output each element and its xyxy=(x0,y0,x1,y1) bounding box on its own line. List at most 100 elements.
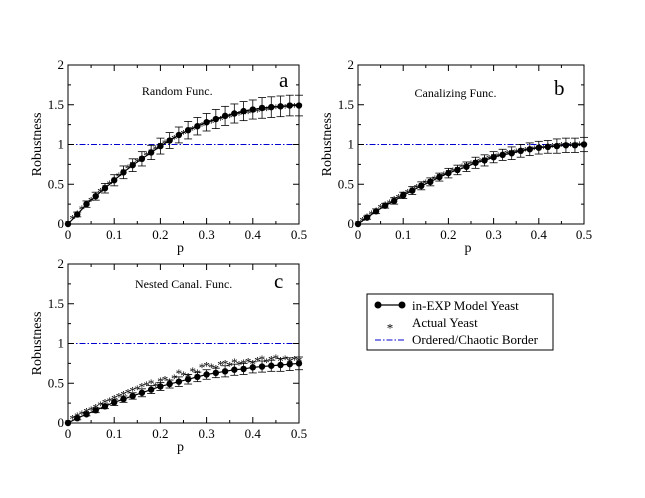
actual-point: * xyxy=(450,164,457,179)
model-point xyxy=(64,419,72,427)
x-tick-label-b: 0.5 xyxy=(576,227,592,242)
model-point xyxy=(286,102,293,109)
model-points-a xyxy=(64,102,303,228)
actual-point: * xyxy=(125,385,132,400)
x-tick-label-b: 0.4 xyxy=(531,227,548,242)
actual-point: * xyxy=(153,142,160,157)
actual-points-c: ****************************************… xyxy=(65,351,303,430)
actual-point: * xyxy=(88,193,95,208)
model-point xyxy=(203,119,210,126)
actual-point: * xyxy=(69,212,76,227)
model-point xyxy=(463,163,470,170)
model-point xyxy=(286,360,293,368)
actual-point: * xyxy=(567,139,574,154)
x-tick-label-c: 0.4 xyxy=(245,426,262,441)
actual-point: * xyxy=(106,394,113,409)
actual-point: * xyxy=(148,376,155,391)
y-tick-label-a: 1 xyxy=(58,137,65,152)
y-tick-label-c: 2 xyxy=(58,256,65,271)
model-point xyxy=(249,106,256,113)
actual-point: * xyxy=(282,100,289,115)
actual-point: * xyxy=(222,357,229,372)
actual-point: * xyxy=(268,353,275,368)
actual-point: * xyxy=(576,138,583,153)
x-tick-label-a: 0.5 xyxy=(291,227,307,242)
actual-point: * xyxy=(377,201,384,216)
actual-point: * xyxy=(125,161,132,176)
model-point xyxy=(249,364,256,371)
model-point xyxy=(544,143,552,151)
actual-point: * xyxy=(531,142,538,157)
legend: in-EXP Model Yeast * Actual Yeast Ordere… xyxy=(366,293,554,351)
model-points-b xyxy=(354,141,588,228)
model-point xyxy=(372,208,380,215)
model-point xyxy=(258,104,266,112)
model-point xyxy=(454,166,461,174)
actual-point: * xyxy=(162,136,169,151)
actual-point: * xyxy=(226,110,233,125)
x-tick-label-c: 0.3 xyxy=(198,426,214,441)
legend-actual-label: Actual Yeast xyxy=(412,315,478,330)
actual-point: * xyxy=(79,407,86,422)
actual-point: * xyxy=(245,354,252,369)
y-tick-label-a: 0.5 xyxy=(48,176,64,191)
model-point xyxy=(445,169,452,177)
legend-border-label: Ordered/Chaotic Border xyxy=(412,332,539,347)
model-point xyxy=(508,150,515,157)
actual-point: * xyxy=(263,355,270,370)
panel-letter-c: c xyxy=(274,269,283,293)
actual-point: * xyxy=(504,147,511,162)
model-point xyxy=(221,368,229,375)
model-point xyxy=(157,383,164,390)
x-axis-title-b: p xyxy=(465,241,472,256)
actual-point: * xyxy=(134,382,141,397)
y-tick-label-b: 1.5 xyxy=(338,97,354,112)
actual-point: * xyxy=(273,351,280,366)
actual-point: * xyxy=(157,374,164,389)
y-tick-label-b: 2 xyxy=(348,57,355,72)
x-tick-label-c: 0.1 xyxy=(106,426,122,441)
y-tick-label-a: 2 xyxy=(58,57,65,72)
model-point xyxy=(147,149,155,156)
x-tick-label-c: 0 xyxy=(65,426,72,441)
model-point xyxy=(400,192,407,199)
actual-points-b: ****************************************… xyxy=(355,138,588,232)
model-point xyxy=(517,147,524,155)
model-point xyxy=(418,182,425,190)
y-axis-title-c: Robustness xyxy=(30,312,45,376)
actual-point: * xyxy=(441,168,448,183)
x-axis-title-c: p xyxy=(177,440,184,455)
actual-point: * xyxy=(208,360,215,375)
model-point xyxy=(436,173,443,181)
model-point xyxy=(129,392,136,400)
actual-point: * xyxy=(254,104,261,119)
y-tick-label-c: 1.5 xyxy=(48,296,64,311)
panel-c: 0 0.1 0.2 0.3 0.4 0.5 0 0.5 1 1.5 2 p Robustness Nest… xyxy=(30,256,307,455)
model-point xyxy=(92,407,99,414)
actual-points-a: ****************************************… xyxy=(65,99,303,232)
y-tick-label-a: 0 xyxy=(58,216,65,231)
model-point xyxy=(381,202,389,209)
y-tick-label-b: 1 xyxy=(348,137,355,152)
actual-point: * xyxy=(240,356,247,371)
model-point xyxy=(64,220,72,228)
actual-point: * xyxy=(540,141,547,156)
y-axis-title-a: Robustness xyxy=(30,113,45,177)
model-point xyxy=(212,369,220,377)
model-point xyxy=(101,403,109,410)
x-tick-label-a: 0 xyxy=(65,227,72,242)
model-point xyxy=(83,200,90,208)
panel-letter-b: b xyxy=(554,76,565,100)
model-point xyxy=(240,107,247,115)
x-tick-label-b: 0.2 xyxy=(440,227,456,242)
actual-point: * xyxy=(359,213,366,228)
model-point xyxy=(535,144,542,151)
x-tick-label-b: 0.1 xyxy=(395,227,411,242)
x-axis-title-a: p xyxy=(177,241,184,256)
model-point xyxy=(184,376,192,383)
actual-point: * xyxy=(414,181,421,196)
panel-letter-a: a xyxy=(279,68,289,92)
model-point xyxy=(129,161,136,169)
actual-point: * xyxy=(180,368,187,383)
model-line-a xyxy=(67,104,299,225)
